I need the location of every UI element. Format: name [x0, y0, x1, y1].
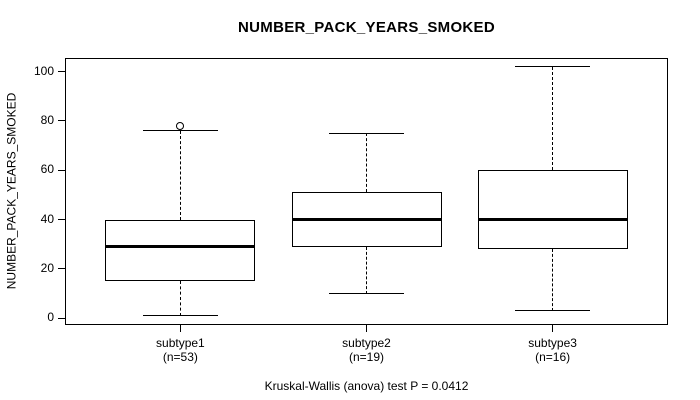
- group-label-count: (n=53): [162, 350, 198, 364]
- outlier-point: [176, 121, 185, 130]
- y-tick-label: 20: [40, 260, 54, 275]
- lower-whisker-cap: [329, 293, 404, 295]
- lower-whisker-cap: [142, 315, 218, 317]
- upper-whisker-cap: [329, 132, 404, 134]
- x-tick: [552, 325, 554, 332]
- upper-whisker-line: [552, 66, 554, 171]
- x-tick: [366, 325, 367, 332]
- y-tick-label: 0: [47, 310, 54, 325]
- stat-test-caption: Kruskal-Wallis (anova) test P = 0.0412: [264, 379, 469, 393]
- y-tick: [58, 268, 65, 270]
- x-tick: [179, 325, 181, 332]
- box: [105, 219, 256, 282]
- median-line: [105, 245, 256, 249]
- y-axis-label: NUMBER_PACK_YEARS_SMOKED: [4, 92, 19, 290]
- upper-whisker-cap: [142, 130, 218, 132]
- lower-whisker-line: [366, 246, 367, 294]
- y-tick-label: 100: [33, 63, 54, 78]
- y-tick-label: 40: [40, 211, 54, 226]
- group-label-count: (n=16): [535, 350, 571, 364]
- median-line: [291, 218, 442, 222]
- group-label-name: subtype3: [528, 336, 577, 350]
- y-tick: [58, 317, 65, 319]
- y-tick: [58, 120, 65, 122]
- upper-whisker-cap: [515, 66, 591, 68]
- lower-whisker-line: [552, 249, 554, 311]
- upper-whisker-line: [366, 133, 367, 193]
- median-line: [477, 218, 628, 222]
- lower-whisker-line: [179, 281, 181, 316]
- y-tick-label: 60: [40, 162, 54, 177]
- chart-title: NUMBER_PACK_YEARS_SMOKED: [238, 19, 495, 36]
- lower-whisker-cap: [515, 310, 591, 312]
- group-label-name: subtype2: [342, 336, 391, 350]
- y-tick: [58, 219, 65, 221]
- y-tick-label: 80: [40, 112, 54, 127]
- y-tick: [58, 169, 65, 171]
- box: [477, 170, 628, 250]
- y-tick: [58, 71, 65, 73]
- group-label-count: (n=19): [348, 350, 385, 364]
- group-label: subtype2 (n=19): [292, 336, 442, 364]
- group-label: subtype3 (n=16): [478, 336, 628, 364]
- group-label-name: subtype1: [156, 336, 205, 350]
- upper-whisker-line: [179, 130, 181, 220]
- group-label: subtype1 (n=53): [105, 336, 255, 364]
